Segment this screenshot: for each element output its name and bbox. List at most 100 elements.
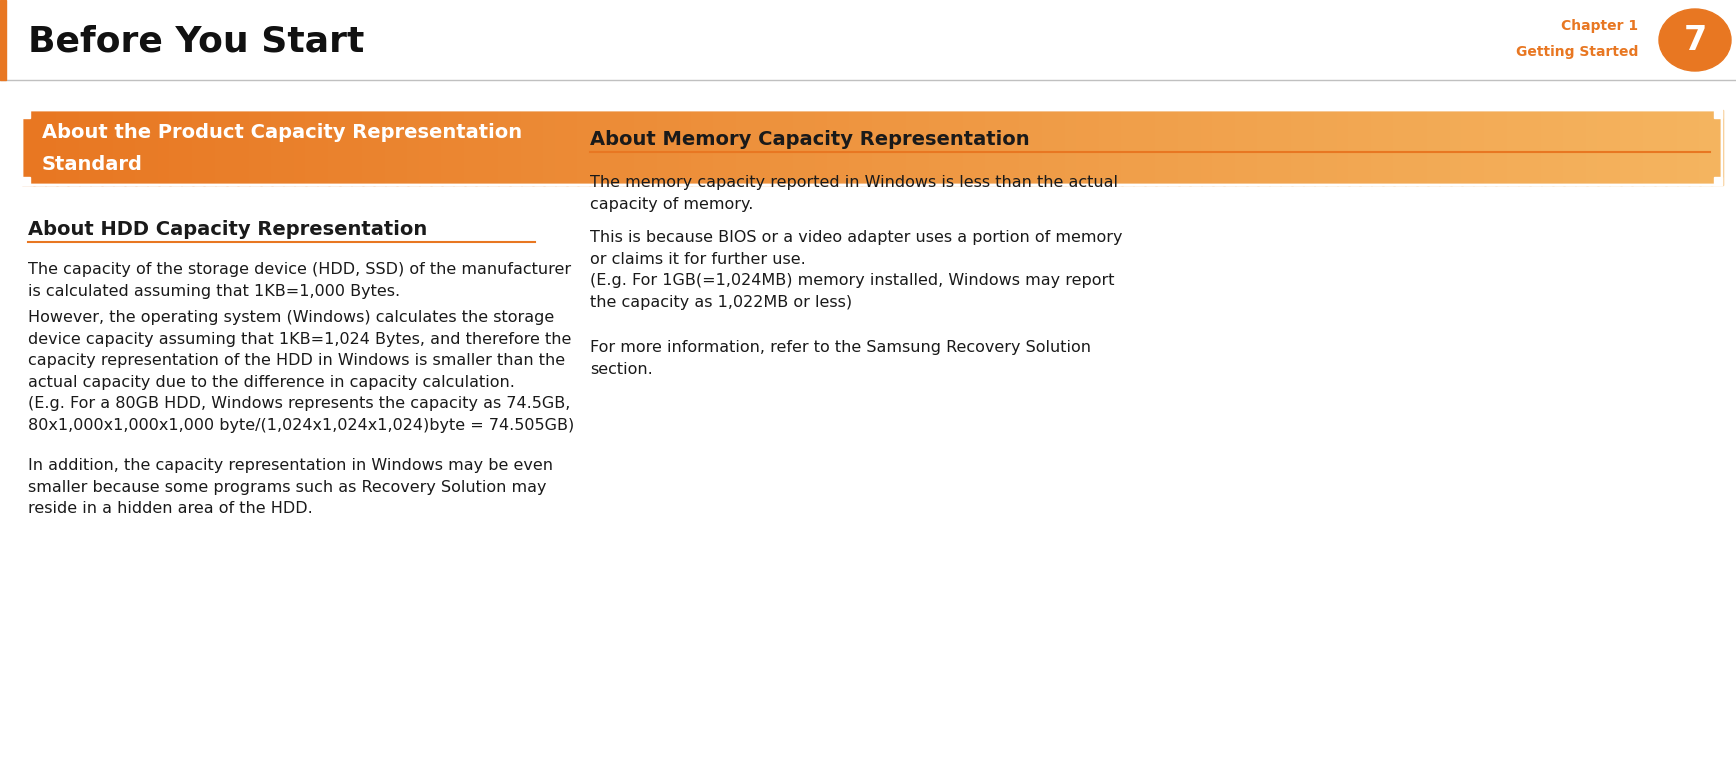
Bar xyxy=(1371,110,1384,185)
Bar xyxy=(1087,110,1101,185)
Bar xyxy=(1302,110,1316,185)
Bar xyxy=(1540,110,1554,185)
Bar xyxy=(181,110,193,185)
Bar xyxy=(1132,110,1146,185)
Bar xyxy=(1495,110,1509,185)
Bar xyxy=(215,110,227,185)
Bar xyxy=(248,110,262,185)
Text: Chapter 1: Chapter 1 xyxy=(1561,18,1639,32)
Bar xyxy=(1019,110,1033,185)
Bar xyxy=(1587,110,1599,185)
Bar xyxy=(1337,110,1349,185)
Bar xyxy=(816,110,828,185)
Bar xyxy=(1517,110,1531,185)
Bar xyxy=(203,110,217,185)
Bar xyxy=(1713,110,1722,118)
Bar xyxy=(33,110,47,185)
Bar xyxy=(1529,110,1542,185)
Bar xyxy=(1179,110,1191,185)
Bar xyxy=(1552,110,1564,185)
Bar xyxy=(589,110,601,185)
Text: The memory capacity reported in Windows is less than the actual
capacity of memo: The memory capacity reported in Windows … xyxy=(590,175,1118,211)
Bar xyxy=(1472,110,1486,185)
Bar xyxy=(1620,110,1634,185)
Bar xyxy=(1382,110,1394,185)
Bar xyxy=(1713,177,1722,185)
Bar xyxy=(408,110,420,185)
Bar xyxy=(1325,110,1338,185)
Bar xyxy=(1121,110,1134,185)
Bar xyxy=(1144,110,1156,185)
Bar xyxy=(1642,110,1656,185)
Bar xyxy=(271,110,285,185)
Bar xyxy=(1292,110,1304,185)
Bar xyxy=(363,110,375,185)
Bar xyxy=(1212,110,1226,185)
Bar xyxy=(90,110,102,185)
Bar xyxy=(486,110,500,185)
Bar xyxy=(1654,110,1667,185)
Bar xyxy=(963,110,976,185)
Bar xyxy=(759,110,771,185)
Bar xyxy=(328,110,340,185)
Bar xyxy=(701,110,715,185)
Bar xyxy=(771,110,783,185)
Bar xyxy=(68,110,80,185)
Bar xyxy=(45,110,57,185)
Bar xyxy=(826,110,840,185)
Bar xyxy=(861,110,873,185)
Bar xyxy=(293,110,307,185)
Bar xyxy=(996,110,1010,185)
Bar xyxy=(906,110,918,185)
Bar xyxy=(1054,110,1066,185)
Bar xyxy=(464,110,477,185)
Bar xyxy=(1632,110,1644,185)
Bar xyxy=(894,110,908,185)
Bar xyxy=(431,110,443,185)
Bar xyxy=(1687,110,1701,185)
Bar xyxy=(521,110,533,185)
Bar xyxy=(634,110,648,185)
Bar xyxy=(679,110,693,185)
Bar xyxy=(193,110,205,185)
Bar xyxy=(974,110,986,185)
Bar xyxy=(646,110,658,185)
Bar xyxy=(135,110,148,185)
Bar xyxy=(1099,110,1111,185)
Bar xyxy=(0,0,5,80)
Bar xyxy=(1609,110,1621,185)
Bar xyxy=(441,110,455,185)
Bar xyxy=(849,110,863,185)
Bar xyxy=(668,110,681,185)
Bar xyxy=(871,110,885,185)
Bar xyxy=(283,110,295,185)
Bar xyxy=(23,110,35,185)
Bar xyxy=(556,110,568,185)
Bar xyxy=(509,110,523,185)
Bar xyxy=(385,110,398,185)
Bar xyxy=(1189,110,1201,185)
Text: About Memory Capacity Representation: About Memory Capacity Representation xyxy=(590,130,1029,149)
Bar xyxy=(1279,110,1293,185)
Text: Standard: Standard xyxy=(42,155,142,174)
Bar xyxy=(884,110,896,185)
Bar xyxy=(917,110,930,185)
Bar xyxy=(793,110,806,185)
Bar xyxy=(1224,110,1236,185)
Bar xyxy=(1417,110,1429,185)
Bar xyxy=(1109,110,1123,185)
Bar xyxy=(1314,110,1326,185)
Bar xyxy=(1575,110,1587,185)
Bar xyxy=(531,110,545,185)
Bar xyxy=(623,110,635,185)
Bar xyxy=(498,110,510,185)
Bar xyxy=(226,110,240,185)
Bar xyxy=(1201,110,1213,185)
Bar xyxy=(951,110,963,185)
Bar xyxy=(316,110,330,185)
Bar xyxy=(1042,110,1055,185)
Bar xyxy=(736,110,748,185)
Bar xyxy=(306,110,318,185)
Bar xyxy=(804,110,818,185)
Text: The capacity of the storage device (HDD, SSD) of the manufacturer
is calculated : The capacity of the storage device (HDD,… xyxy=(28,262,571,298)
